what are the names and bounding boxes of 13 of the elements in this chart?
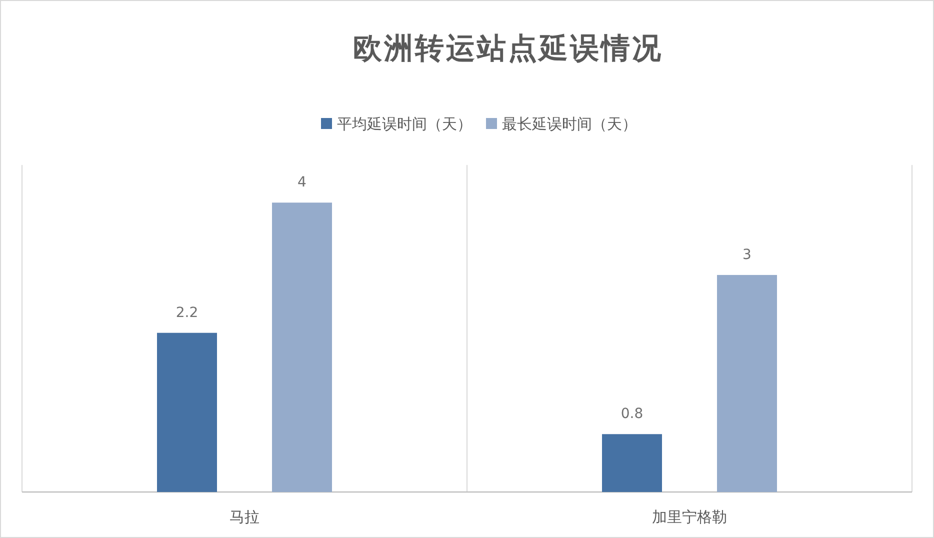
bar — [157, 332, 217, 492]
x-tick-label: 马拉 — [230, 508, 260, 526]
x-tick-label: 加里宁格勒 — [652, 508, 727, 526]
data-label: 4 — [298, 174, 307, 191]
bar — [602, 434, 662, 492]
legend-label: 最长延误时间（天） — [502, 115, 637, 133]
data-label: 3 — [742, 246, 752, 263]
bar — [717, 274, 777, 492]
data-label: 2.2 — [176, 304, 198, 321]
chart-title: 欧洲转运站点延误情况 — [353, 31, 663, 65]
data-label: 0.8 — [620, 406, 644, 422]
bar — [272, 202, 332, 492]
legend-label: 平均延误时间（天） — [337, 115, 472, 133]
